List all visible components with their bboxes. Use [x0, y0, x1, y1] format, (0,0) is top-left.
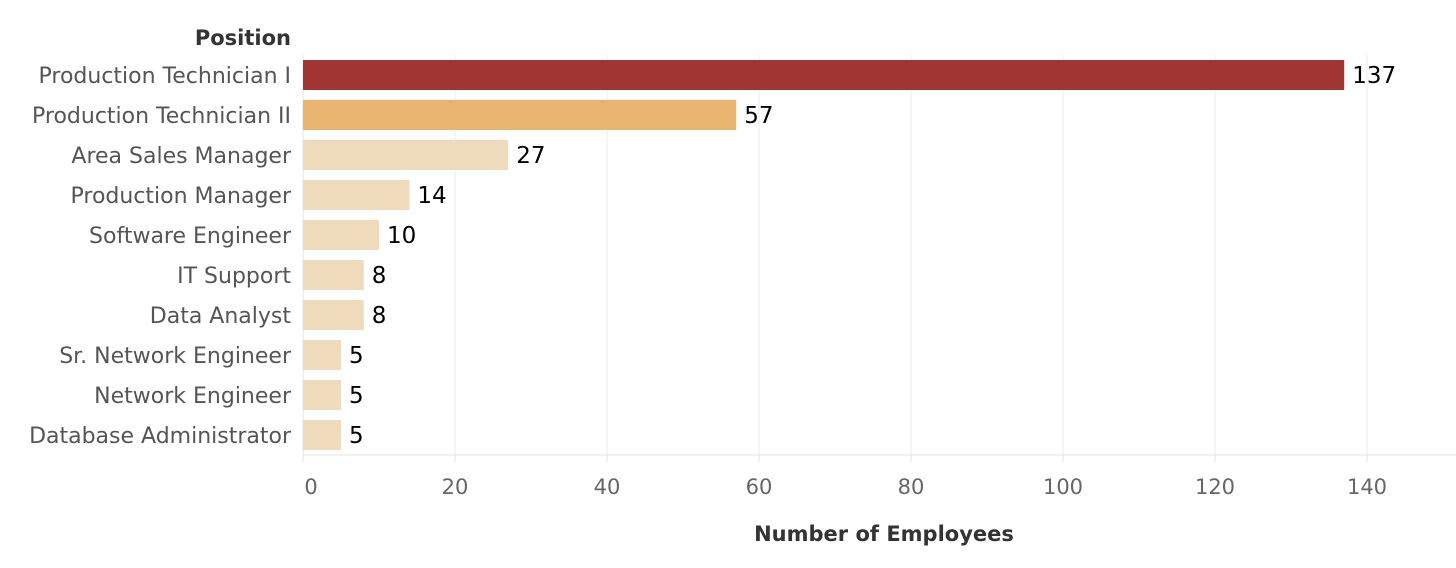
value-label: 8 — [372, 303, 387, 329]
x-tick-label: 20 — [442, 475, 469, 499]
category-label: Software Engineer — [89, 224, 292, 249]
bars — [303, 60, 1345, 450]
category-label: Production Manager — [71, 184, 292, 209]
value-label: 5 — [349, 423, 364, 449]
category-labels: Production Technician I Production Techni… — [29, 64, 292, 449]
bar[interactable] — [303, 140, 509, 170]
bar[interactable] — [303, 60, 1345, 90]
value-label: 27 — [516, 143, 545, 169]
value-label: 5 — [349, 343, 364, 369]
bar[interactable] — [303, 380, 341, 410]
category-label: IT Support — [177, 264, 291, 289]
x-tick-label: 0 — [304, 475, 317, 499]
value-label: 14 — [417, 183, 446, 209]
x-axis-title: Number of Employees — [754, 522, 1014, 546]
category-header: Position — [195, 26, 291, 50]
bar[interactable] — [303, 180, 410, 210]
value-label: 137 — [1352, 63, 1396, 89]
value-label: 10 — [387, 223, 416, 249]
category-label: Production Technician II — [32, 104, 291, 129]
category-label: Production Technician I — [39, 64, 291, 89]
value-label: 8 — [372, 263, 387, 289]
x-tick-label: 60 — [746, 475, 773, 499]
category-label: Sr. Network Engineer — [59, 344, 292, 369]
x-tick-label: 100 — [1043, 475, 1083, 499]
bar[interactable] — [303, 100, 737, 130]
category-label: Area Sales Manager — [71, 144, 292, 169]
x-tick-label: 40 — [594, 475, 621, 499]
value-label: 57 — [744, 103, 773, 129]
x-axis-ticks: 0 20 40 60 80 100 120 140 — [302, 455, 1387, 499]
bar[interactable] — [303, 300, 364, 330]
bar[interactable] — [303, 220, 379, 250]
category-label: Data Analyst — [150, 304, 292, 329]
category-label: Database Administrator — [29, 424, 292, 449]
category-label: Network Engineer — [94, 384, 292, 409]
bar[interactable] — [303, 340, 341, 370]
value-label: 5 — [349, 383, 364, 409]
bar[interactable] — [303, 420, 341, 450]
x-tick-label: 140 — [1347, 475, 1387, 499]
bar[interactable] — [303, 260, 364, 290]
x-tick-label: 120 — [1195, 475, 1235, 499]
x-tick-label: 80 — [898, 475, 925, 499]
